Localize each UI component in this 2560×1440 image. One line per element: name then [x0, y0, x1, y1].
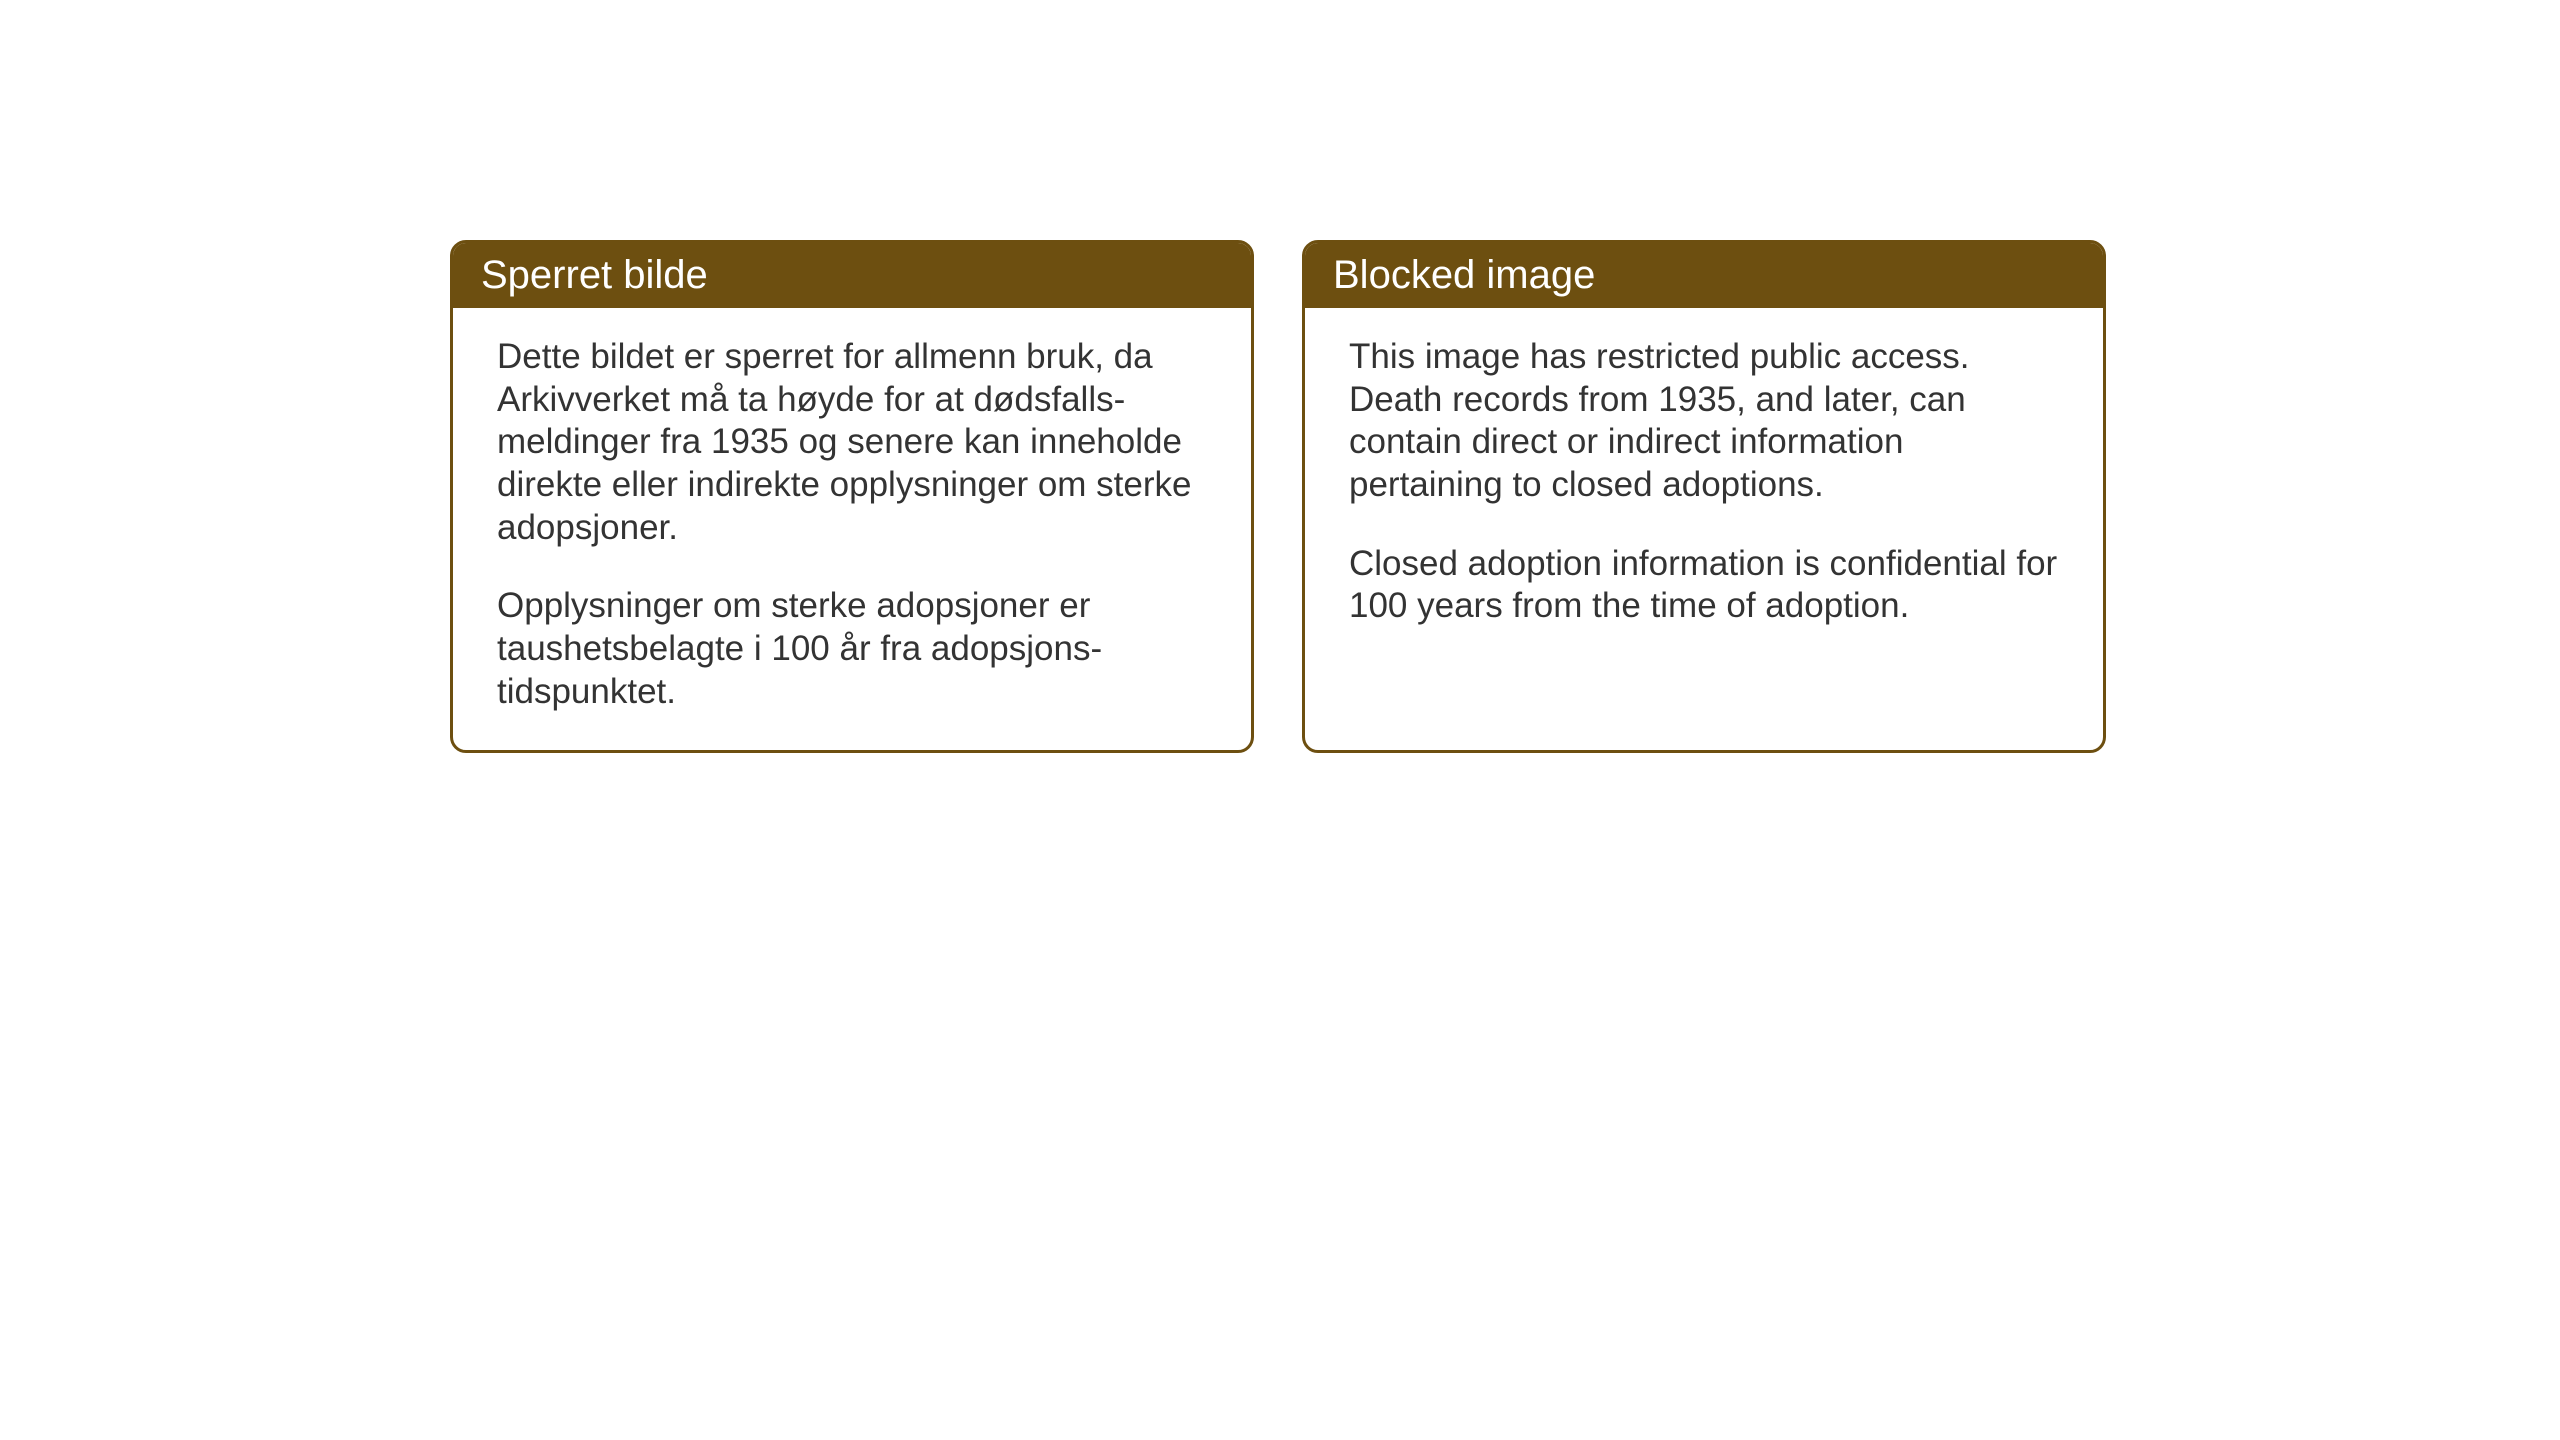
card-english: Blocked image This image has restricted …	[1302, 240, 2106, 753]
card-norwegian-paragraph-1: Dette bildet er sperret for allmenn bruk…	[497, 336, 1207, 549]
card-english-paragraph-2: Closed adoption information is confident…	[1349, 543, 2059, 628]
card-norwegian-paragraph-2: Opplysninger om sterke adopsjoner er tau…	[497, 585, 1207, 713]
card-english-body: This image has restricted public access.…	[1305, 308, 2103, 664]
card-norwegian-body: Dette bildet er sperret for allmenn bruk…	[453, 308, 1251, 750]
card-english-paragraph-1: This image has restricted public access.…	[1349, 336, 2059, 507]
card-english-header: Blocked image	[1305, 243, 2103, 308]
cards-container: Sperret bilde Dette bildet er sperret fo…	[450, 240, 2106, 753]
card-norwegian-header: Sperret bilde	[453, 243, 1251, 308]
card-norwegian: Sperret bilde Dette bildet er sperret fo…	[450, 240, 1254, 753]
